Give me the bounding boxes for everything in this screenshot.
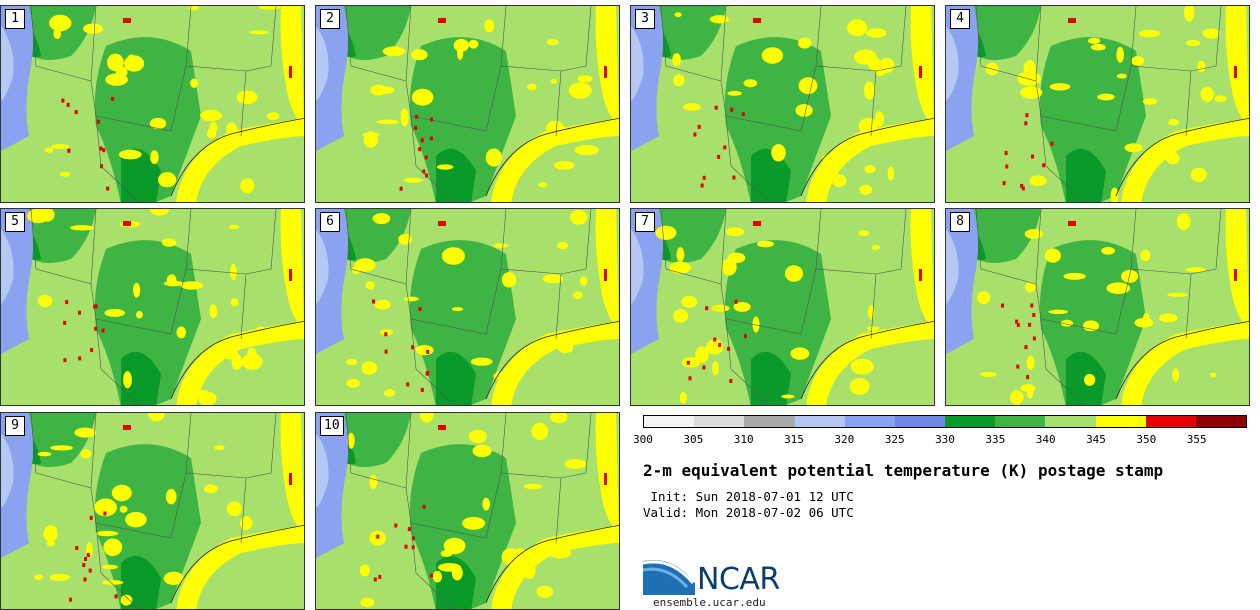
chart-title: 2-m equivalent potential temperature (K)… <box>643 461 1164 480</box>
map-panel-1: 1 <box>0 5 305 203</box>
colorbar-swatch <box>1195 416 1247 427</box>
colorbar-tick-label: 315 <box>784 433 804 446</box>
member-label: 1 <box>5 9 25 29</box>
colorbar-swatch <box>1095 416 1146 427</box>
colorbar-swatch <box>894 416 946 427</box>
colorbar-tick-label: 310 <box>733 433 754 446</box>
member-label: 3 <box>635 9 655 29</box>
colorbar-tick-label: 345 <box>1086 433 1106 446</box>
colorbar-ticks: 300 305 310 315 320 325 330 335 340 345 350 355 <box>633 433 1247 447</box>
map-panel-4: 4 <box>945 5 1250 203</box>
colorbar-swatch <box>794 416 845 427</box>
colorbar-tick-label: 350 <box>1136 433 1157 446</box>
colorbar-swatch <box>744 416 795 427</box>
map-panel-6: 6 <box>315 208 620 406</box>
colorbar-tick-label: 320 <box>834 433 855 446</box>
colorbar-tick-label: 305 <box>683 433 704 446</box>
member-label: 4 <box>950 9 970 29</box>
member-label: 5 <box>5 212 25 232</box>
valid-time: Valid: Mon 2018-07-02 06 UTC <box>643 505 854 520</box>
member-label: 7 <box>635 212 655 232</box>
colorbar-swatch <box>844 416 895 427</box>
map-panel-9: 9 <box>0 412 305 610</box>
colorbar-swatch <box>1145 416 1196 427</box>
colorbar-swatch <box>995 416 1046 427</box>
map-panel-3: 3 <box>630 5 935 203</box>
colorbar-tick-label: 355 <box>1186 433 1207 446</box>
map-panel-7: 7 <box>630 208 935 406</box>
member-label: 8 <box>950 212 970 232</box>
map-panel-5: 5 <box>0 208 305 406</box>
colorbar-swatch <box>694 416 745 427</box>
map-panel-8: 8 <box>945 208 1250 406</box>
ncar-logo <box>643 559 695 595</box>
colorbar-swatch <box>1045 416 1096 427</box>
map-panel-2: 2 <box>315 5 620 203</box>
member-label: 10 <box>320 416 344 436</box>
map-panel-10: 10 <box>315 412 620 610</box>
member-label: 2 <box>320 9 340 29</box>
colorbar <box>643 415 1247 428</box>
colorbar-tick-label: 325 <box>884 433 905 446</box>
member-label: 6 <box>320 212 340 232</box>
colorbar-tick-label: 330 <box>935 433 955 446</box>
ncar-logo-text: NCAR <box>697 562 780 597</box>
init-time: Init: Sun 2018-07-01 12 UTC <box>643 489 854 504</box>
colorbar-swatch <box>945 416 996 427</box>
colorbar-tick-label: 300 <box>633 433 653 446</box>
colorbar-tick-label: 335 <box>985 433 1006 446</box>
member-label: 9 <box>5 416 25 436</box>
colorbar-tick-label: 340 <box>1035 433 1056 446</box>
site-url[interactable]: ensemble.ucar.edu <box>653 596 766 609</box>
colorbar-swatch <box>644 416 695 427</box>
